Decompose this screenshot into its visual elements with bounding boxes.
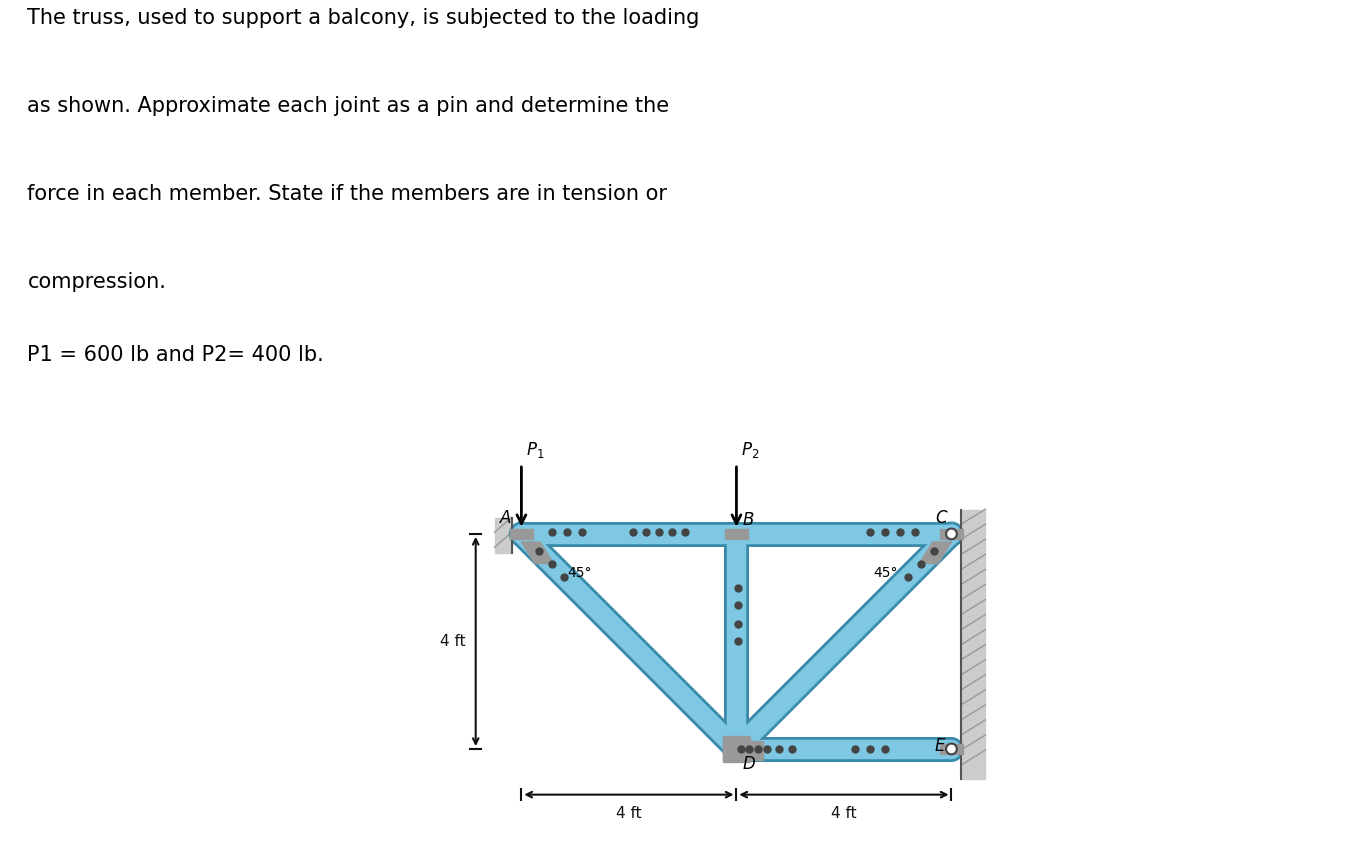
Bar [510, 528, 532, 539]
Text: 4 ft: 4 ft [616, 807, 642, 821]
Text: 45°: 45° [874, 567, 899, 580]
Bar [726, 528, 748, 539]
Text: E: E [934, 737, 945, 755]
Text: as shown. Approximate each joint as a pin and determine the: as shown. Approximate each joint as a pi… [27, 96, 670, 116]
Text: The truss, used to support a balcony, is subjected to the loading: The truss, used to support a balcony, is… [27, 8, 700, 27]
Polygon shape [919, 542, 951, 563]
Text: A: A [501, 509, 512, 527]
Text: D: D [742, 756, 756, 774]
Text: P1 = 600 lb and P2= 400 lb.: P1 = 600 lb and P2= 400 lb. [27, 345, 324, 365]
Polygon shape [723, 741, 763, 760]
Text: force in each member. State if the members are in tension or: force in each member. State if the membe… [27, 184, 667, 204]
Text: $P_1$: $P_1$ [525, 440, 545, 460]
Text: 4 ft: 4 ft [440, 634, 466, 649]
Text: 45°: 45° [567, 567, 591, 580]
Text: $P_2$: $P_2$ [741, 440, 759, 460]
Text: 4 ft: 4 ft [831, 807, 856, 821]
Bar [940, 744, 963, 754]
Circle shape [947, 528, 956, 539]
Text: B: B [742, 510, 755, 528]
Polygon shape [521, 542, 554, 563]
Polygon shape [723, 735, 750, 763]
Bar [962, 509, 985, 779]
Bar [940, 528, 963, 539]
Text: C: C [936, 509, 947, 527]
Bar [726, 742, 748, 756]
Circle shape [947, 744, 956, 754]
Bar [494, 518, 512, 553]
Text: compression.: compression. [27, 272, 166, 292]
